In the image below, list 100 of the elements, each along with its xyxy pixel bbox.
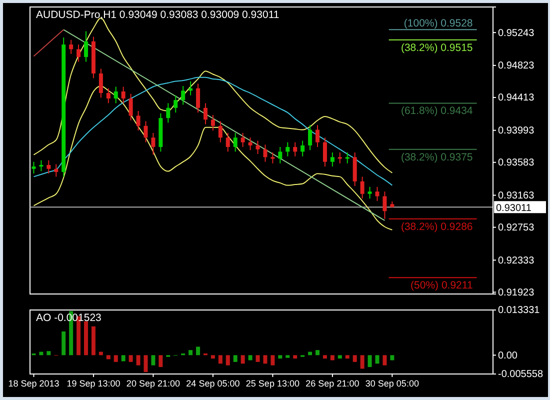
candlestick [144, 120, 148, 143]
candlestick [278, 146, 282, 164]
bar [121, 355, 126, 362]
x-tick-label: 24 Sep 05:00 [186, 378, 240, 388]
bar [196, 346, 200, 356]
candlestick [375, 186, 380, 202]
y-tick-label: 0.92333 [498, 255, 535, 266]
candlestick [360, 176, 364, 200]
candlestick [128, 93, 133, 121]
candlestick [330, 152, 334, 168]
bar [114, 355, 118, 362]
bar [240, 355, 245, 364]
bar [375, 355, 380, 364]
bar [158, 355, 163, 368]
bar [293, 355, 298, 359]
candlestick [114, 86, 118, 104]
candlestick [218, 120, 222, 143]
bar [360, 355, 364, 369]
bar [84, 321, 88, 356]
candlestick [263, 144, 268, 162]
ref-line-label: (100%) 0.9528 [404, 18, 473, 30]
bar [188, 350, 193, 356]
candlestick [203, 102, 208, 125]
candlestick [106, 88, 110, 104]
chart-title: AUDUSD-Pro,H1 0.93049 0.93083 0.93009 0.93011 [36, 9, 280, 21]
bar [226, 355, 230, 366]
candlestick [270, 152, 275, 164]
candlestick [240, 132, 245, 148]
y-tick-label: 0.91923 [498, 287, 535, 298]
bar [128, 355, 133, 362]
candlestick [368, 186, 372, 200]
line-series [33, 76, 393, 186]
candlestick [76, 44, 81, 62]
candlestick [39, 160, 44, 172]
ref-line-label: (38.2%) 0.9515 [400, 42, 473, 54]
candlestick [166, 102, 170, 124]
ref-line-label: (38.2%) 0.9286 [400, 220, 473, 233]
candlestick [98, 68, 103, 98]
candlestick [210, 114, 215, 132]
candlestick [256, 140, 260, 155]
bar [62, 331, 66, 356]
candlestick [181, 85, 186, 106]
bar [91, 326, 96, 356]
y-tick-label: 0.013331 [498, 305, 540, 316]
bar [286, 355, 290, 358]
candlestick [174, 94, 178, 114]
bar [278, 355, 282, 359]
candlestick [121, 86, 126, 104]
x-tick-label: 26 Sep 21:00 [306, 378, 360, 388]
candlestick [308, 124, 312, 151]
bar [144, 355, 148, 372]
y-tick-label: 0.93583 [498, 158, 535, 169]
bar [106, 355, 110, 360]
candlestick [226, 132, 230, 152]
bar [338, 355, 342, 359]
candlestick [54, 164, 58, 178]
bar [322, 355, 327, 359]
x-tick-label: 25 Sep 13:00 [246, 378, 300, 388]
candlestick [46, 160, 51, 174]
candlestick [382, 191, 387, 220]
y-tick-label: 0.93993 [498, 126, 535, 137]
candlestick [151, 132, 156, 156]
bar [233, 355, 238, 362]
y-tick-label: 0.00 [498, 350, 518, 362]
candlestick [322, 137, 327, 168]
y-tick-label: 0.94413 [498, 92, 535, 104]
bar [263, 355, 268, 364]
bar [218, 355, 222, 364]
candlestick [233, 132, 238, 152]
y-tick-label: -0.005558 [498, 369, 544, 380]
candlestick [248, 137, 252, 151]
ref-line-label: 0.93011 [496, 203, 532, 214]
bar [345, 355, 350, 359]
x-tick-label: 19 Sep 13:00 [66, 378, 120, 388]
candlestick [345, 152, 350, 164]
candlestick [316, 124, 320, 148]
candlestick [136, 110, 140, 132]
y-tick-label: 0.92753 [498, 222, 535, 234]
y-tick-label: 0.93163 [498, 190, 535, 202]
candlestick [69, 39, 74, 54]
bar [256, 355, 260, 362]
bar [368, 355, 372, 368]
bar [390, 355, 394, 360]
bar [352, 355, 357, 362]
candlestick [338, 152, 342, 164]
candlestick [293, 142, 298, 157]
y-tick-label: 0.94823 [498, 60, 535, 72]
ref-line-label: (38.2%) 0.9375 [400, 151, 473, 164]
bar [270, 355, 275, 366]
bar [316, 350, 320, 356]
y-tick-label: 0.95243 [498, 28, 535, 39]
ref-line-label: (50%) 0.9211 [410, 280, 473, 292]
x-tick-label: 20 Sep 21:00 [126, 378, 180, 388]
ref-line-label: (61.8%) 0.9434 [400, 105, 473, 118]
candlestick [32, 161, 36, 174]
bar [151, 355, 156, 366]
bar [136, 355, 140, 366]
bar [46, 351, 51, 356]
candlestick [84, 30, 88, 62]
x-tick-label: 30 Sep 05:00 [365, 378, 419, 388]
